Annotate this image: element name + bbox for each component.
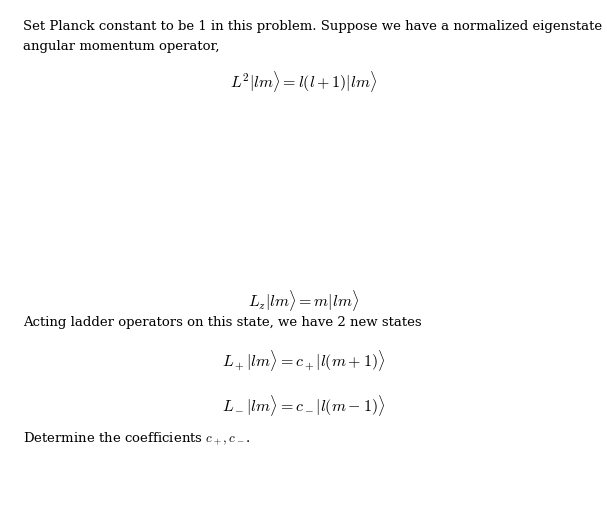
Text: Set Planck constant to be 1 in this problem. Suppose we have a normalized eigens: Set Planck constant to be 1 in this prob…: [23, 20, 607, 33]
Text: $L_+|lm\rangle = c_+|l(m+1)\rangle$: $L_+|lm\rangle = c_+|l(m+1)\rangle$: [222, 348, 385, 373]
Text: $L_-|lm\rangle = c_-|l(m-1)\rangle$: $L_-|lm\rangle = c_-|l(m-1)\rangle$: [222, 393, 385, 419]
Text: $L^2|lm\rangle = l(l+1)|lm\rangle$: $L^2|lm\rangle = l(l+1)|lm\rangle$: [230, 69, 377, 95]
Text: angular momentum operator,: angular momentum operator,: [23, 40, 220, 53]
Text: Determine the coefficients $c_+, c_-$.: Determine the coefficients $c_+, c_-$.: [23, 430, 251, 447]
Text: $L_z|lm\rangle = m|lm\rangle$: $L_z|lm\rangle = m|lm\rangle$: [248, 288, 359, 313]
Text: Acting ladder operators on this state, we have 2 new states: Acting ladder operators on this state, w…: [23, 316, 422, 329]
